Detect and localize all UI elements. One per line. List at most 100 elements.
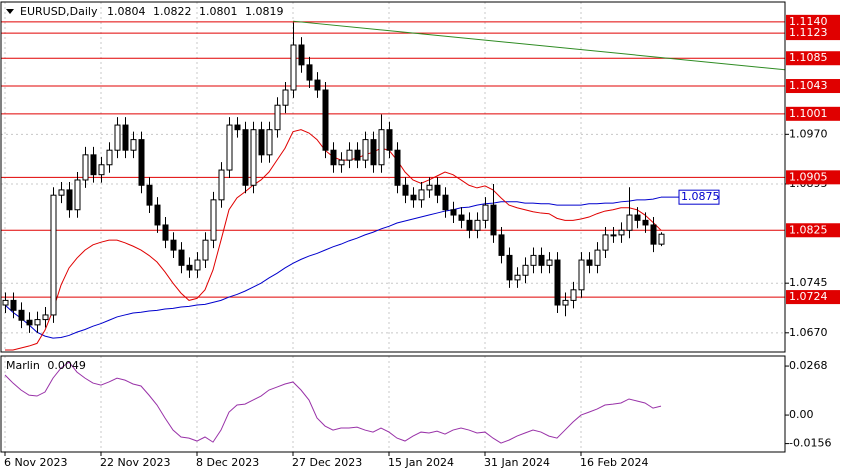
level-label-box	[786, 14, 840, 29]
x-tick-label: 8 Dec 2023	[196, 456, 259, 469]
candle-body	[634, 214, 641, 221]
candle-body	[650, 224, 657, 245]
candle-body	[338, 159, 345, 166]
x-tick-label: 31 Jan 2024	[484, 456, 550, 469]
moving-average-slow	[4, 196, 662, 339]
candle-body	[522, 264, 529, 276]
candle-body	[58, 189, 65, 196]
axes: 1.09701.08951.07451.06700.02680.00-0.015…	[4, 14, 840, 469]
candle-body	[466, 219, 473, 231]
candle-body	[50, 194, 57, 316]
candle-body	[426, 184, 433, 191]
level-label-box	[786, 170, 840, 185]
candle-body	[314, 79, 321, 91]
candle-body	[194, 259, 201, 271]
x-tick-label: 22 Nov 2023	[100, 456, 170, 469]
candle-body	[618, 229, 625, 236]
x-tick-label: 15 Jan 2024	[388, 456, 454, 469]
main-frame	[0, 1, 786, 353]
candle-body	[18, 309, 25, 321]
level-label-box	[786, 290, 840, 305]
candle-body	[554, 259, 561, 306]
candle-body	[2, 299, 9, 306]
level-label-box	[786, 106, 840, 121]
candle-body	[90, 154, 97, 176]
candle-body	[234, 124, 241, 131]
candle-body	[98, 164, 105, 176]
symbol: EURUSD,Daily	[20, 5, 98, 18]
candle-body	[114, 124, 121, 151]
indicator-area	[4, 361, 662, 444]
indicator-last: 0.0049	[47, 359, 86, 372]
candle-body	[514, 274, 521, 281]
candle-body	[546, 259, 553, 266]
candle-body	[394, 149, 401, 186]
candle-body	[586, 259, 593, 266]
candle-body	[354, 149, 361, 161]
candle-body	[274, 104, 281, 131]
candle-body	[82, 154, 89, 181]
x-tick-label: 6 Nov 2023	[4, 456, 67, 469]
candle-body	[122, 124, 129, 151]
candle-body	[26, 319, 33, 326]
candle-body	[266, 129, 273, 156]
candle-body	[42, 314, 49, 321]
candle-body	[570, 289, 577, 301]
header: EURUSD,Daily 1.0804 1.0822 1.0801 1.0819	[20, 5, 283, 18]
indicator-y-tick-label: 0.00	[789, 408, 814, 421]
plot-area	[2, 20, 785, 351]
indicator-y-tick-label: -0.0156	[789, 437, 831, 450]
candle-body	[386, 129, 393, 151]
level-label: 1.0905	[789, 170, 828, 183]
candle-body	[610, 234, 617, 237]
candle-body	[218, 169, 225, 201]
candle-body	[282, 89, 289, 106]
x-tick-label: 16 Feb 2024	[580, 456, 648, 469]
last-low: 1.0801	[199, 5, 238, 18]
candle-body	[258, 129, 265, 156]
indicator-frame	[0, 355, 786, 453]
candle-body	[170, 239, 177, 251]
level-label-box	[786, 79, 840, 94]
candle-body	[130, 139, 137, 151]
candle-body	[346, 149, 353, 161]
candle-body	[402, 184, 409, 196]
candle-body	[154, 204, 161, 226]
x-tick-label: 27 Dec 2023	[292, 456, 362, 469]
last-high: 1.0822	[153, 5, 192, 18]
levels	[1, 21, 785, 298]
y-tick-label: 1.0970	[789, 127, 828, 140]
candle-body	[538, 254, 545, 266]
candle-body	[362, 139, 369, 161]
candle-body	[74, 179, 81, 211]
candle-body	[290, 44, 297, 91]
trendline	[292, 20, 785, 71]
candle-body	[418, 189, 425, 201]
level-label: 1.1123	[789, 26, 828, 39]
last-open: 1.0804	[107, 5, 146, 18]
level-label: 1.0825	[789, 223, 828, 236]
indicator-name: Marlin	[6, 359, 40, 372]
candle-body	[330, 149, 337, 166]
last-close: 1.0819	[245, 5, 284, 18]
candle-body	[562, 299, 569, 306]
candle-body	[210, 199, 217, 241]
candle-body	[434, 184, 441, 196]
candle-body	[626, 214, 633, 231]
candle-body	[642, 219, 649, 226]
candle-body	[506, 254, 513, 281]
candle-body	[490, 204, 497, 236]
candle-body	[242, 129, 249, 186]
candle-body	[410, 194, 417, 201]
candle-body	[530, 254, 537, 266]
candle-body	[106, 149, 113, 166]
indicator-line	[4, 361, 662, 444]
candle-body	[250, 129, 257, 186]
ma-value-label: 1.0875	[681, 190, 720, 203]
candle-body	[594, 249, 601, 266]
candle-body	[378, 129, 385, 166]
menu-icon	[6, 9, 14, 14]
candle-body	[178, 249, 185, 266]
